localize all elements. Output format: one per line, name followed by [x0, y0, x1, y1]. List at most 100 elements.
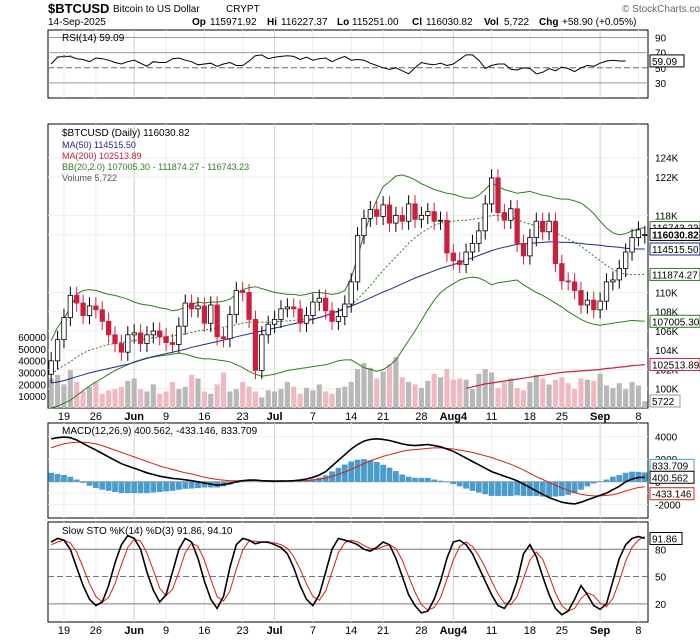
macd-tag-value: 833.709	[652, 461, 689, 472]
macd-hist-bar	[584, 482, 590, 487]
volume-tick-label: 40000	[18, 357, 46, 368]
candle-body	[362, 218, 366, 235]
volume-bar	[164, 391, 169, 408]
candle-body	[592, 300, 596, 310]
candle-body	[489, 178, 493, 204]
candle-body	[228, 315, 232, 339]
volume-bar	[151, 384, 156, 408]
x-tick-label-bottom: 14	[345, 625, 357, 637]
ohlc-chg-label: Chg	[539, 17, 558, 28]
sto-tag-value: 91.86	[652, 534, 677, 545]
rsi-ob-mark	[56, 56, 58, 58]
candle-body	[617, 268, 621, 280]
sto-panel	[48, 522, 648, 622]
candle-body	[604, 282, 608, 301]
volume-bar	[553, 380, 558, 408]
x-tick-label-bottom: 25	[556, 625, 568, 637]
macd-hist-bar	[55, 474, 61, 482]
candle-body	[100, 310, 104, 322]
header-exchange: CRYPT	[226, 4, 260, 15]
x-tick-label-bottom: Aug4	[440, 625, 468, 637]
macd-hist-bar	[93, 482, 99, 488]
volume-bar	[642, 401, 647, 408]
volume-bar	[304, 388, 309, 408]
price-tick-label: 124K	[655, 154, 679, 165]
rsi-ob-mark	[69, 55, 71, 57]
volume-bar	[572, 389, 577, 408]
macd-hist-bar	[189, 482, 195, 489]
macd-hist-bar	[80, 482, 86, 483]
volume-bar	[202, 391, 207, 408]
volume-bar	[157, 394, 162, 408]
volume-bar	[100, 394, 105, 408]
ohlc-hi-label: Hi	[267, 17, 277, 28]
volume-bar	[432, 374, 437, 408]
candle-body	[189, 303, 193, 309]
candle-body	[164, 337, 168, 343]
volume-bar	[278, 389, 283, 408]
candle-body	[202, 306, 206, 323]
macd-hist-bar	[616, 475, 622, 482]
candle-body	[253, 319, 257, 370]
candle-body	[221, 337, 225, 339]
candle-body	[343, 304, 347, 317]
volume-bar	[291, 387, 296, 408]
macd-hist-bar	[489, 482, 495, 496]
macd-hist-bar	[74, 480, 80, 482]
macd-hist-bar	[604, 480, 610, 482]
volume-bar	[457, 378, 462, 408]
candle-body	[157, 331, 161, 337]
candle-body	[623, 252, 627, 268]
candle-body	[566, 281, 570, 282]
volume-bar	[489, 373, 494, 408]
candle-body	[521, 243, 525, 256]
x-tick-label: Sep	[590, 411, 610, 423]
volume-bar	[400, 377, 405, 408]
candle-body	[81, 303, 85, 316]
candle-body	[515, 209, 519, 244]
macd-hist-bar	[546, 482, 552, 497]
x-tick-label: Aug4	[440, 411, 468, 423]
header-date: 14-Sep-2025	[48, 17, 106, 28]
macd-hist-bar	[176, 482, 182, 490]
candle-body	[272, 319, 276, 324]
volume-bar	[93, 382, 98, 408]
x-tick-label-bottom: 7	[310, 625, 316, 637]
price-tag-value: 116030.82	[652, 230, 699, 241]
macd-hist-bar	[297, 481, 303, 482]
x-tick-label-bottom: 21	[377, 625, 389, 637]
volume-bar	[610, 388, 615, 408]
macd-hist-bar	[578, 482, 584, 490]
macd-tick-label: -2000	[655, 500, 681, 511]
macd-hist-bar	[412, 478, 418, 482]
candle-body	[183, 303, 187, 326]
volume-bar	[81, 391, 86, 408]
volume-tick-label: 10000	[18, 392, 46, 403]
candle-body	[260, 335, 264, 371]
volume-bar	[55, 375, 60, 408]
x-tick-label: 8	[635, 411, 641, 423]
price-tag-value: 114515.50	[652, 245, 699, 256]
price-tag-value: 111874.27	[652, 270, 698, 281]
rsi-legend: RSI(14) 59.09	[62, 33, 125, 44]
candle-body	[266, 324, 270, 335]
x-tick-label: 19	[58, 411, 70, 423]
volume-bar	[323, 391, 328, 408]
macd-hist-bar	[67, 477, 73, 482]
volume-bar	[578, 378, 583, 408]
candle-body	[292, 307, 296, 309]
x-tick-label-bottom: Jul	[267, 625, 283, 637]
volume-bar	[106, 390, 111, 408]
candle-body	[368, 210, 372, 219]
volume-bar	[144, 391, 149, 408]
macd-hist-bar	[610, 477, 616, 482]
x-tick-label: 11	[486, 411, 497, 423]
candle-body	[445, 220, 449, 253]
volume-bar	[176, 389, 181, 408]
volume-bar	[527, 382, 532, 408]
volume-bar	[342, 387, 347, 408]
volume-bar	[227, 391, 232, 408]
candle-body	[113, 335, 117, 344]
candle-body	[406, 204, 410, 221]
volume-bar	[425, 381, 430, 408]
